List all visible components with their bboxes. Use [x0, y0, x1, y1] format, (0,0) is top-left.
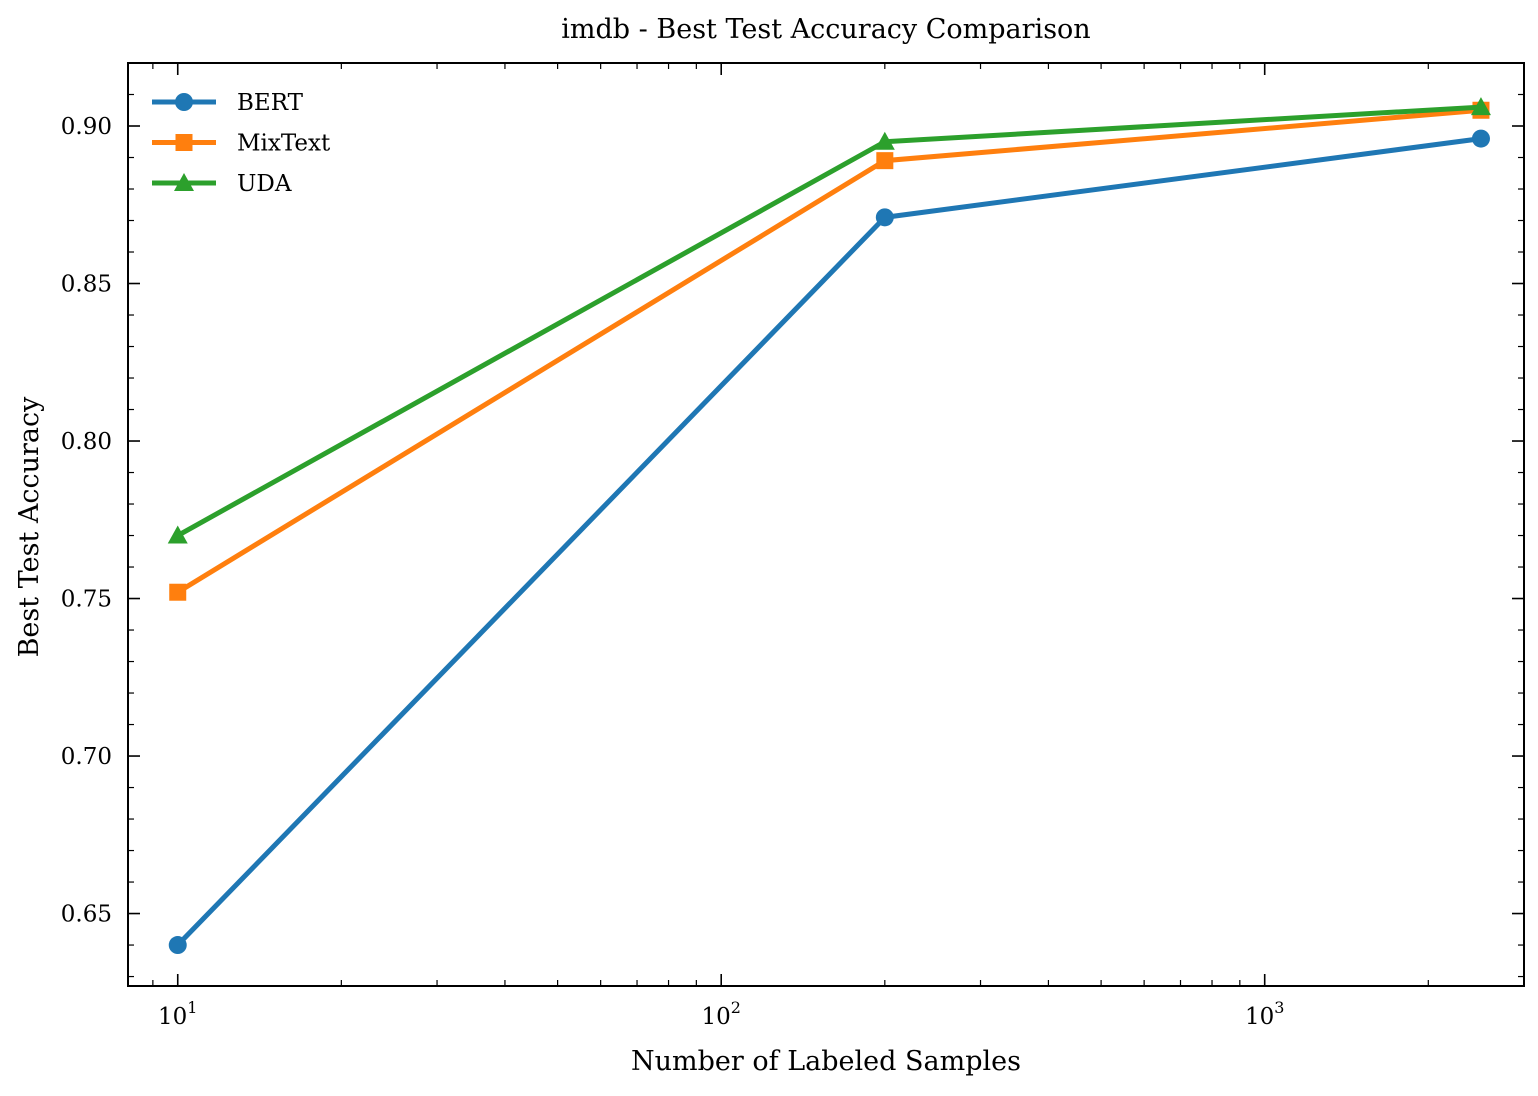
- series-point: [874, 131, 895, 150]
- series-point: [875, 208, 894, 227]
- legend-item: BERT: [152, 90, 304, 116]
- y-tick-label: 0.85: [61, 272, 112, 298]
- x-tick-label: 103: [1245, 998, 1284, 1030]
- legend-label: UDA: [237, 171, 292, 197]
- y-tick-label: 0.80: [61, 429, 112, 455]
- legend-item: MixText: [152, 131, 331, 157]
- x-tick-exponent: 3: [1274, 998, 1284, 1017]
- series-uda: [167, 97, 1491, 544]
- series-point: [876, 152, 894, 170]
- legend-label: BERT: [237, 90, 304, 116]
- y-tick-label: 0.65: [61, 902, 112, 928]
- x-axis-title: Number of Labeled Samples: [631, 1046, 1021, 1077]
- series-point: [174, 173, 194, 191]
- x-tick-base: 10: [1245, 1004, 1274, 1030]
- series-point: [167, 525, 188, 544]
- series-line: [176, 107, 1482, 595]
- plot-frame: [127, 62, 1525, 987]
- y-axis-title: Best Test Accuracy: [14, 396, 45, 658]
- series-point: [1470, 97, 1491, 116]
- y-tick-label: 0.75: [61, 587, 112, 613]
- legend-item: UDA: [152, 171, 292, 197]
- series-point: [175, 93, 193, 111]
- x-tick-exponent: 1: [187, 998, 197, 1017]
- x-tick-label: 101: [158, 998, 197, 1030]
- series-point: [175, 134, 193, 151]
- series-line: [175, 136, 1482, 947]
- x-tick-exponent: 2: [731, 998, 741, 1017]
- legend: BERT MixText UDA: [152, 90, 331, 197]
- series-mixtext: [169, 101, 1490, 601]
- x-tick-base: 10: [158, 1004, 187, 1030]
- chart-title: imdb - Best Test Accuracy Comparison: [561, 14, 1090, 45]
- series-layer: [167, 97, 1491, 955]
- y-tick-label: 0.90: [61, 114, 112, 140]
- series-bert: [168, 129, 1490, 955]
- legend-label: MixText: [237, 131, 331, 157]
- x-tick-label: 102: [701, 998, 740, 1030]
- y-tick-label: 0.70: [61, 744, 112, 770]
- series-point: [169, 583, 187, 601]
- x-tick-base: 10: [701, 1004, 730, 1030]
- series-point: [1471, 129, 1490, 148]
- series-point: [168, 936, 187, 955]
